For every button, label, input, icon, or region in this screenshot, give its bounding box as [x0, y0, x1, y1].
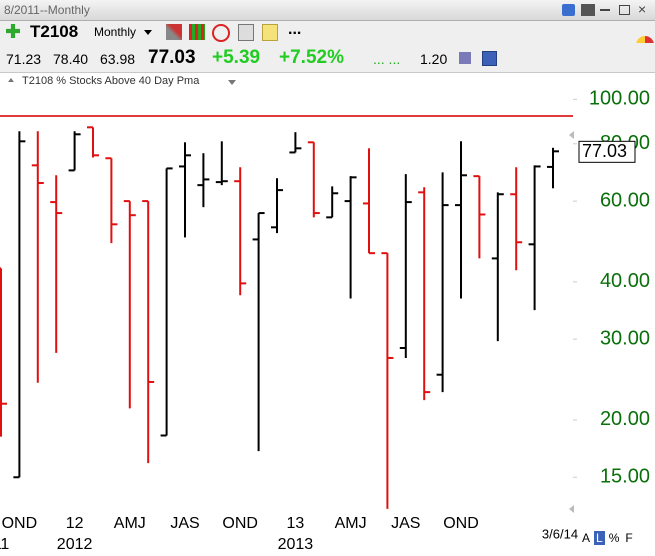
- close[interactable]: ×: [638, 1, 647, 17]
- y-tick-label: 20.00: [600, 408, 650, 430]
- grid-icon[interactable]: [238, 24, 254, 41]
- footer-button[interactable]: L: [594, 531, 605, 545]
- quote-change: +5.39: [212, 47, 261, 68]
- quote-ratio: 1.20: [420, 51, 448, 67]
- s-icon[interactable]: [562, 4, 575, 16]
- collapse-arrow[interactable]: [8, 75, 14, 82]
- indicator-dropdown[interactable]: [228, 80, 236, 89]
- quote-change-pct: +7.52%: [279, 47, 344, 68]
- quote-dots: ... ...: [373, 51, 401, 67]
- minimize[interactable]: [600, 9, 610, 11]
- x-tick-label: AMJ: [114, 515, 146, 532]
- x-year-label: 2013: [278, 536, 314, 553]
- quote-last: 77.03: [148, 47, 196, 68]
- indicators-icon[interactable]: [189, 24, 205, 40]
- y-tick-label: 60.00: [600, 189, 650, 211]
- y-tick-label: 40.00: [600, 270, 650, 292]
- date-label: 3/6/14: [542, 526, 578, 541]
- toolbar: T2108 Monthly ...: [0, 21, 655, 54]
- x-year-label: 11: [0, 536, 9, 553]
- x-year-label: 2012: [57, 536, 93, 553]
- y-tick-label: 15.00: [600, 466, 650, 488]
- quote-high: 78.40: [53, 51, 89, 67]
- quote-low: 63.98: [100, 51, 136, 67]
- last-value-box: [578, 140, 636, 163]
- maximize[interactable]: [619, 5, 630, 15]
- footer-button[interactable]: F: [625, 531, 633, 545]
- footer-button[interactable]: %: [608, 531, 620, 545]
- last-value-label: 77.03: [582, 141, 627, 161]
- x-tick-label: OND: [222, 515, 258, 532]
- t-icon[interactable]: [581, 4, 595, 16]
- footer-buttons: A L % F: [580, 531, 635, 545]
- x-tick-label: OND: [2, 515, 38, 532]
- window-title: 8/2011--Monthly: [4, 3, 90, 17]
- more[interactable]: ...: [288, 21, 302, 38]
- x-tick-label: JAS: [391, 515, 420, 532]
- x-tick-label: 12: [66, 515, 84, 532]
- quote-open: 71.23: [6, 51, 42, 67]
- alarm-icon[interactable]: [212, 24, 230, 42]
- scroll-marker: [569, 505, 574, 513]
- note-icon[interactable]: [262, 24, 278, 41]
- save-icon[interactable]: [482, 51, 497, 66]
- last-marker: [569, 131, 574, 139]
- footer-button[interactable]: A: [582, 531, 591, 545]
- quote-bar: 71.23 78.40 63.98 77.03 +5.39 +7.52% ...…: [0, 43, 655, 73]
- period-select[interactable]: Monthly: [94, 25, 137, 39]
- books-icon[interactable]: [459, 52, 471, 64]
- x-tick-label: 13: [287, 515, 305, 532]
- x-tick-label: AMJ: [335, 515, 367, 532]
- dropdown-arrow[interactable]: [144, 30, 152, 39]
- symbol[interactable]: T2108: [30, 22, 79, 41]
- indicator-label[interactable]: T2108 % Stocks Above 40 Day Pma: [22, 75, 200, 87]
- title-bar: 8/2011--Monthly ×: [0, 0, 655, 21]
- x-tick-label: JAS: [170, 515, 199, 532]
- y-tick-label: 100.00: [589, 88, 650, 110]
- y-tick-label: 30.00: [600, 327, 650, 349]
- x-tick-label: OND: [443, 515, 479, 532]
- tools-icon[interactable]: [166, 24, 182, 40]
